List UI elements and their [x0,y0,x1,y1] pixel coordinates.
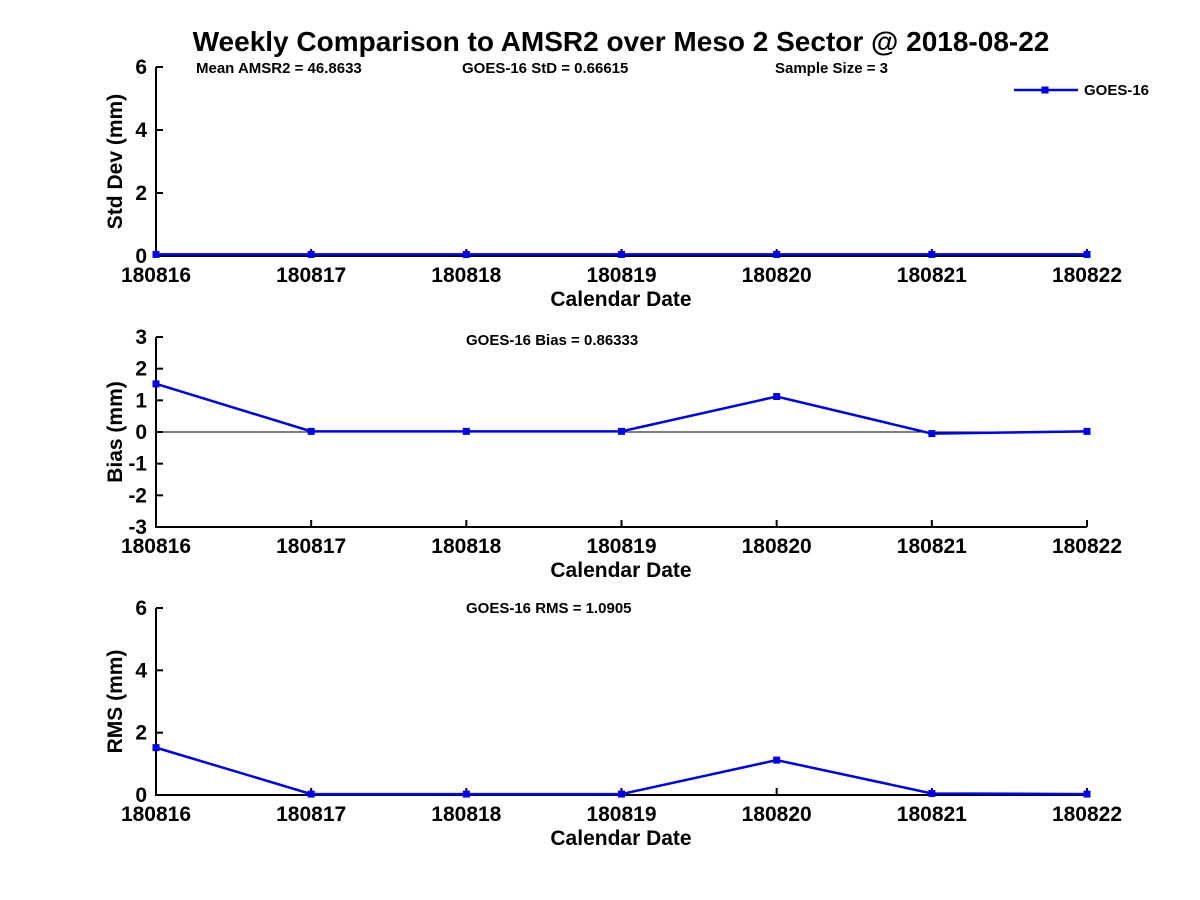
y-tick-label: 2 [135,182,147,205]
plot-title: GOES-16 RMS = 1.0905 [466,600,632,617]
data-point-marker [1083,250,1091,258]
y-tick-label: -2 [128,484,147,507]
x-tick-label: 180816 [121,535,191,558]
data-point-marker [307,790,315,798]
plot-rms: 0 2 4 6 180816 180817 180818 180819 180820 180821… [104,597,1122,850]
data-point-marker [928,789,936,797]
x-tick-label: 180822 [1052,264,1122,287]
data-point-marker [462,250,470,258]
data-point-marker [152,250,160,258]
data-point-marker [618,427,625,435]
data-line [155,746,1088,796]
plot-title: GOES-16 Bias = 0.86333 [466,332,638,349]
x-tick-label: 180817 [276,803,346,826]
y-axis-title: Std Dev (mm) [104,94,127,229]
x-tick-label: 180821 [897,803,967,826]
y-tick-label: -1 [128,453,147,476]
figure-title: Weekly Comparison to AMSR2 over Meso 2 S… [192,26,1050,57]
x-axis-title: Calendar Date [550,827,691,850]
data-point-marker [618,790,625,798]
data-point-marker [307,427,315,435]
y-tick-label: 6 [135,597,147,620]
data-point-marker [1083,790,1091,798]
x-tick-label: 180820 [742,803,812,826]
x-tick-label: 180819 [586,803,656,826]
x-tick-label: 180820 [742,535,812,558]
x-tick-label: 180822 [1052,535,1122,558]
annotation-mean-amsr2: Mean AMSR2 = 46.8633 [196,60,362,77]
y-tick-label: 3 [135,326,147,349]
data-point-marker [462,427,470,435]
data-point-marker [773,250,781,258]
plot-std-dev: 0 2 4 6 180816 180817 180818 180819 180820 180821… [104,56,1122,311]
x-tick-label: 180818 [431,535,501,558]
data-point-marker [928,430,936,438]
x-tick-label: 180818 [431,264,501,287]
x-tick-label: 180819 [586,535,656,558]
x-tick-label: 180820 [742,264,812,287]
y-tick-label: -3 [128,516,147,539]
x-tick-label: 180822 [1052,803,1122,826]
data-point-marker [462,790,470,798]
data-point-marker [1083,427,1091,435]
legend: GOES-16 [1013,81,1150,99]
y-tick-label: 2 [135,722,147,745]
legend-square-marker-icon [1041,86,1049,94]
y-tick-label: 0 [135,421,147,444]
plot-bias: -3 -2 -1 0 1 2 3 180816 180817 180818 180819 180820… [104,326,1122,582]
annotation-goes16-std: GOES-16 StD = 0.66615 [462,60,629,77]
data-point-marker [152,380,160,388]
y-tick-label: 4 [135,659,147,682]
x-tick-label: 180819 [586,264,656,287]
y-tick-label: 6 [135,56,147,79]
data-point-marker [618,250,625,258]
y-tick-label: 0 [135,245,147,268]
y-axis-title: Bias (mm) [104,381,127,483]
data-point-marker [152,744,160,752]
x-tick-label: 180816 [121,264,191,287]
data-point-marker [928,250,936,258]
annotation-sample-size: Sample Size = 3 [775,60,888,77]
y-axis-title: RMS (mm) [104,650,127,754]
legend-swatch [1014,86,1078,94]
y-tick-label: 0 [135,784,147,807]
data-point-marker [773,756,781,764]
x-tick-label: 180817 [276,264,346,287]
x-tick-label: 180817 [276,535,346,558]
legend-label: GOES-16 [1084,81,1150,99]
y-tick-label: 4 [135,119,147,142]
data-line [155,382,1088,435]
data-point-marker [773,393,781,401]
x-tick-label: 180821 [897,535,967,558]
x-axis-title: Calendar Date [550,559,691,582]
data-point-marker [307,250,315,258]
y-tick-label: 1 [135,389,147,412]
x-tick-label: 180816 [121,803,191,826]
x-tick-label: 180818 [431,803,501,826]
x-axis-title: Calendar Date [550,288,691,311]
x-tick-label: 180821 [897,264,967,287]
y-tick-label: 2 [135,358,147,381]
